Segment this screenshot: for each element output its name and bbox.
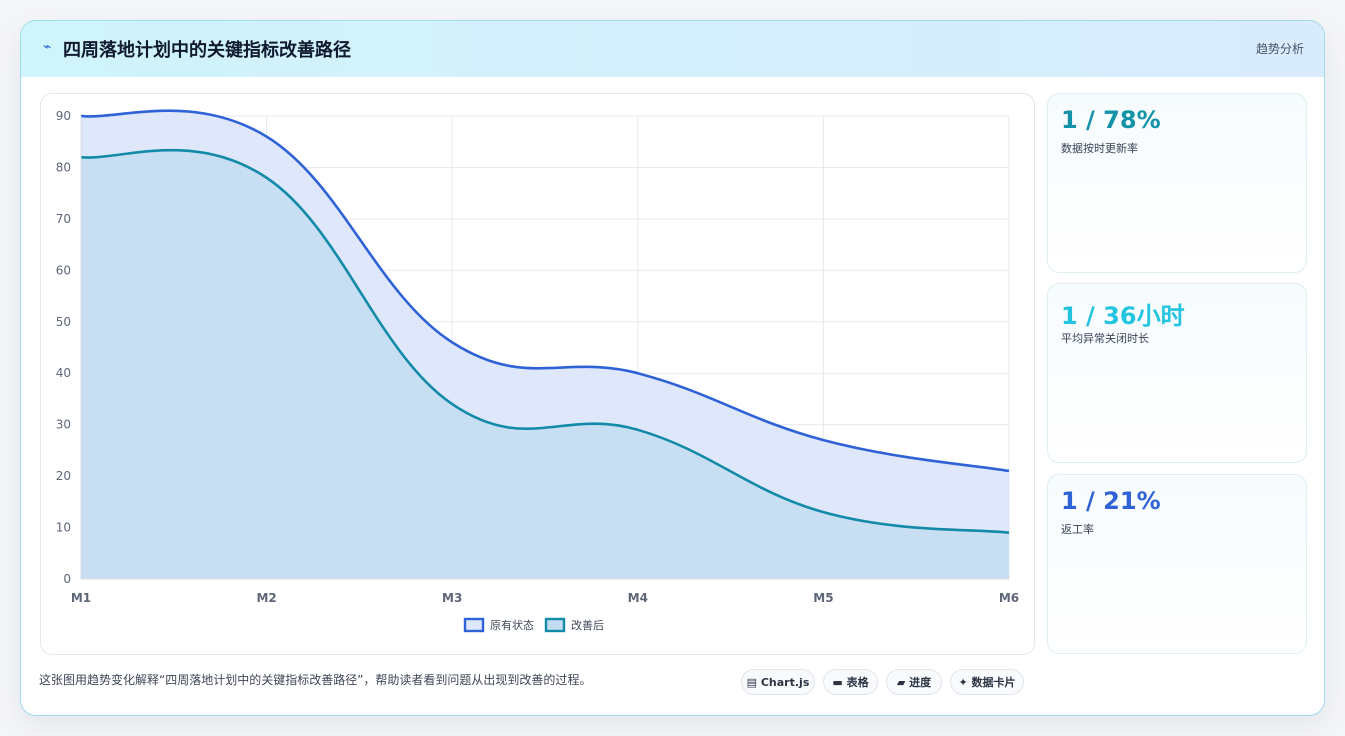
dashboard-card: ⌁ 四周落地计划中的关键指标改善路径 趋势分析 0 10 20 30 40 50 60 70 8… — [20, 20, 1325, 716]
y-tick-label: 80 — [56, 160, 71, 174]
x-tick-label: M3 — [442, 591, 462, 605]
y-tick-label: 20 — [56, 469, 71, 483]
chip-table[interactable]: ▬ 表格 — [823, 669, 878, 695]
metric-label: 返工率 — [1061, 523, 1094, 536]
chip-chartjs[interactable]: ▤ Chart.js — [741, 669, 815, 695]
chip-label: 进度 — [909, 676, 932, 689]
chip-data-card[interactable]: ✦ 数据卡片 — [950, 669, 1024, 695]
series-line-2 — [80, 148, 1010, 534]
y-tick-label: 30 — [56, 418, 71, 432]
table-icon: ▬ — [832, 676, 843, 689]
y-tick-label: 70 — [56, 212, 71, 226]
card-header: ⌁ 四周落地计划中的关键指标改善路径 趋势分析 — [21, 21, 1324, 77]
metric-value: 1 / 78% — [1061, 106, 1161, 134]
chart-description: 这张图用趋势变化解释“四周落地计划中的关键指标改善路径”，帮助读者看到问题从出现… — [39, 673, 592, 687]
progress-icon: ▰ — [896, 676, 906, 689]
legend-swatch — [544, 617, 566, 633]
metric-label: 数据按时更新率 — [1061, 142, 1138, 155]
metric-label: 平均异常关闭时长 — [1061, 332, 1149, 345]
trend-icon: ⌁ — [43, 39, 52, 55]
metric-card-update-rate: 1 / 78% 数据按时更新率 — [1047, 93, 1307, 273]
y-tick-label: 90 — [56, 109, 71, 123]
x-tick-label: M6 — [999, 591, 1019, 605]
y-tick-label: 0 — [63, 572, 71, 586]
sparkle-icon: ✦ — [958, 676, 968, 689]
metric-value: 1 / 21% — [1061, 487, 1161, 515]
legend-swatch — [463, 617, 485, 633]
chart-icon: ▤ — [746, 676, 758, 689]
series-area-2 — [81, 150, 1009, 580]
y-tick-label: 50 — [56, 315, 71, 329]
metric-value: 1 / 36小时 — [1061, 302, 1185, 330]
chart-panel: 0 10 20 30 40 50 60 70 80 90 M1 M2 M3 M4 M5 M6 原有状态 改善后 — [40, 93, 1035, 655]
category-tag: 趋势分析 — [1255, 42, 1304, 56]
y-tick-label: 40 — [56, 366, 71, 380]
chip-label: Chart.js — [760, 676, 810, 689]
x-tick-label: M1 — [71, 591, 91, 605]
y-tick-label: 10 — [56, 521, 71, 535]
legend-label: 改善后 — [571, 618, 604, 632]
series-line-1 — [80, 109, 1010, 473]
chip-progress[interactable]: ▰ 进度 — [886, 669, 942, 695]
y-tick-label: 60 — [56, 263, 71, 277]
x-tick-label: M2 — [256, 591, 276, 605]
chip-label: 数据卡片 — [971, 676, 1016, 689]
metric-card-close-time: 1 / 36小时 平均异常关闭时长 — [1047, 283, 1307, 463]
metric-card-rework-rate: 1 / 21% 返工率 — [1047, 474, 1307, 654]
x-tick-label: M5 — [813, 591, 833, 605]
chip-label: 表格 — [846, 676, 869, 689]
x-tick-label: M4 — [628, 591, 648, 605]
area-chart: 0 10 20 30 40 50 60 70 80 90 M1 M2 M3 M4 M5 M6 原有状态 改善后 — [56, 109, 1019, 633]
legend-label: 原有状态 — [490, 618, 534, 632]
page-title: 四周落地计划中的关键指标改善路径 — [63, 40, 351, 61]
